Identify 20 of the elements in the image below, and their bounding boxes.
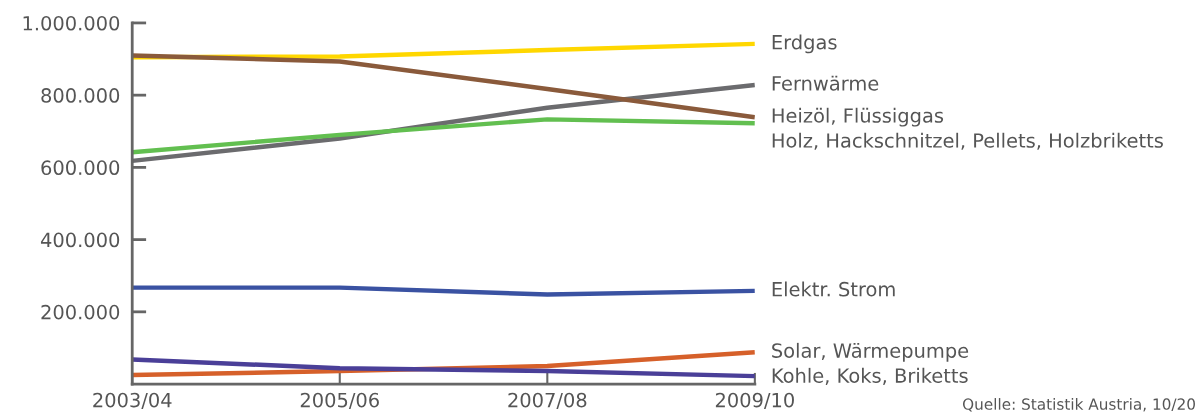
series-label: Holz, Hackschnitzel, Pellets, Holzbriketts xyxy=(772,132,1163,150)
y-tick-label: 400.000 xyxy=(40,232,120,248)
series-label: Erdgas xyxy=(772,34,837,54)
line-series xyxy=(132,53,755,120)
source-note: Quelle: Statistik Austria, 10/20 xyxy=(962,398,1195,412)
series-label: Elektr. Strom xyxy=(772,281,895,297)
line-series xyxy=(132,357,755,379)
line-series xyxy=(132,117,755,155)
series-label: Heizöl, Flüssiggas xyxy=(772,107,944,127)
x-tick-label: 2003/04 xyxy=(93,392,172,409)
x-tick-label: 2009/10 xyxy=(715,392,794,409)
y-tick-label: 800.000 xyxy=(41,88,120,103)
x-tick-label: 2007/08 xyxy=(508,392,587,409)
y-tick-label: 600.000 xyxy=(41,160,120,176)
series-label: Solar, Wärmepumpe xyxy=(772,342,969,362)
y-tick-label: 200.000 xyxy=(41,304,120,320)
x-tick-label: 2005/06 xyxy=(300,392,379,409)
series-label: Kohle, Koks, Briketts xyxy=(772,367,968,385)
series-label: Fernwärme xyxy=(772,75,879,91)
y-tick-label: 1.000.000 xyxy=(23,15,120,31)
